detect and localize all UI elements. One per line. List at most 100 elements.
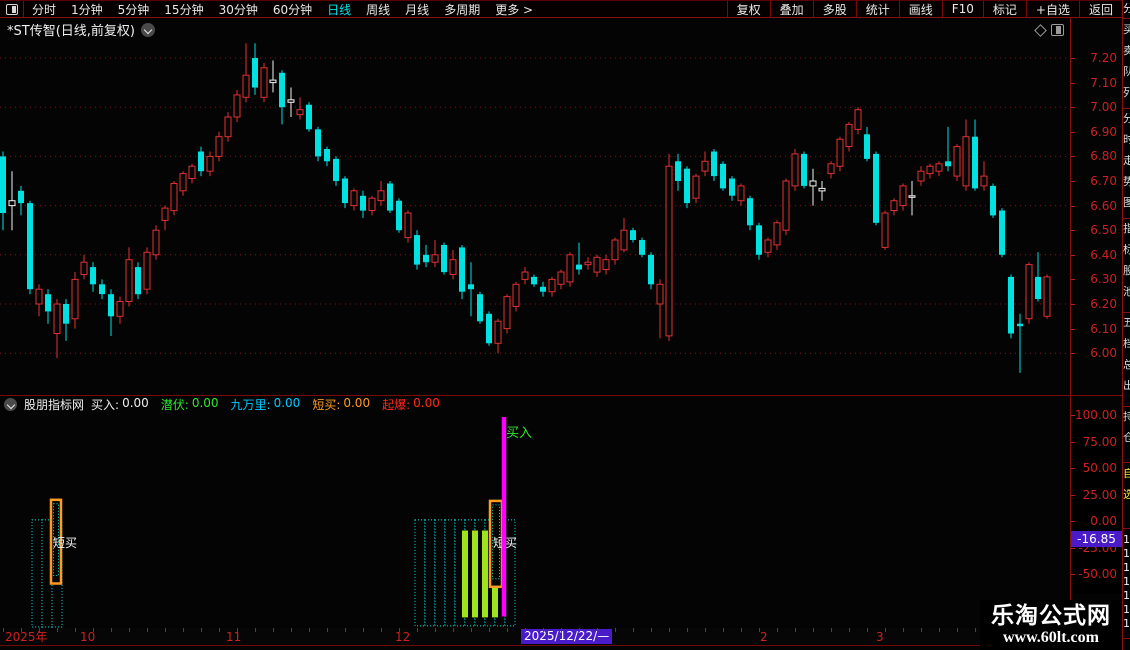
time-tick [597, 628, 598, 632]
time-tick [309, 628, 310, 632]
price-tick [1071, 107, 1075, 109]
toolbar-button-叠加[interactable]: 叠加 [769, 1, 813, 17]
period-tab-60分钟[interactable]: 60分钟 [272, 2, 313, 17]
period-tab-1分钟[interactable]: 1分钟 [71, 2, 103, 17]
candle-body [737, 185, 745, 202]
indicator-bar-dotted [31, 519, 43, 628]
price-tick [1071, 328, 1075, 330]
time-tick [507, 628, 508, 632]
strip-tab-char[interactable]: 自 [1123, 468, 1130, 480]
strip-tab-char[interactable]: 1 [1123, 576, 1130, 588]
strip-tab-char[interactable]: 指 [1123, 223, 1130, 235]
diamond-icon[interactable] [1034, 23, 1047, 37]
strip-tab-char[interactable]: 走 [1123, 155, 1130, 167]
time-tick [615, 628, 616, 632]
panel-icon[interactable] [1051, 24, 1064, 36]
candle-body [8, 200, 16, 207]
candle-body [423, 254, 429, 263]
right-sidebar-strip[interactable]: 分买卖队列分时走势图指标股池五档总出持仓自选1111111 [1122, 0, 1130, 650]
strip-tab-char[interactable]: 总 [1123, 359, 1130, 371]
strip-tab-char[interactable]: 持 [1123, 411, 1130, 423]
time-tick [795, 628, 796, 632]
toolbar-button-画线[interactable]: 画线 [898, 1, 942, 17]
candle-body [665, 165, 673, 337]
strip-tab-char[interactable]: 1 [1123, 604, 1130, 616]
buy-signal-label: 买入 [506, 426, 532, 441]
price-tick-label: 7.20 [1090, 51, 1117, 65]
period-tab-分时[interactable]: 分时 [32, 2, 57, 17]
candle-body [224, 116, 232, 138]
strip-tab-char[interactable]: 出 [1123, 380, 1130, 392]
strip-tab-char[interactable]: 1 [1123, 534, 1130, 546]
period-tab-30分钟[interactable]: 30分钟 [218, 2, 258, 17]
price-tick-label: 7.10 [1090, 75, 1117, 90]
candle-body [27, 203, 33, 290]
strip-tab-char[interactable]: 买 [1123, 24, 1130, 36]
time-tick [525, 628, 526, 632]
toolbar-button-复权[interactable]: 复权 [726, 1, 770, 17]
toolbar-button-F10[interactable]: F10 [941, 1, 983, 17]
time-tick [579, 628, 580, 632]
period-tab-日线[interactable]: 日线 [327, 2, 352, 17]
candle-body [764, 239, 772, 253]
buy-signal-line [501, 417, 507, 617]
strip-tab-char[interactable]: 五 [1123, 317, 1130, 329]
strip-tab-char[interactable]: 池 [1123, 286, 1130, 298]
toolbar-button-返回[interactable]: 返回 [1078, 1, 1122, 17]
strip-tab-char[interactable]: 分 [1123, 113, 1130, 125]
strip-tab-char[interactable]: 选 [1123, 489, 1130, 501]
main-candlestick-plot[interactable] [0, 22, 1070, 396]
strip-tab-char[interactable]: 队 [1123, 66, 1130, 78]
window-layout-button[interactable] [0, 1, 24, 17]
period-tab-周线[interactable]: 周线 [366, 2, 391, 17]
toolbar-button-统计[interactable]: 统计 [855, 1, 899, 17]
strip-tab-char[interactable]: 股 [1123, 265, 1130, 277]
strip-tab-char[interactable]: 1 [1123, 548, 1130, 560]
strip-divider [1123, 18, 1130, 19]
strip-tab-char[interactable]: 1 [1123, 618, 1130, 630]
candle-body [161, 207, 169, 221]
indicator-tick-label: 75.00 [1082, 434, 1117, 449]
strip-tab-char[interactable]: 档 [1123, 338, 1130, 350]
toolbar-button-多股[interactable]: 多股 [812, 1, 856, 17]
strip-tab-char[interactable]: 仓 [1123, 432, 1130, 444]
time-tick [183, 628, 184, 632]
period-tab-多周期[interactable]: 多周期 [444, 2, 481, 17]
strip-tab-char[interactable]: 1 [1123, 590, 1130, 602]
price-tick [1071, 353, 1075, 355]
strip-tab-char[interactable]: 列 [1123, 87, 1130, 99]
candle-body [584, 261, 592, 266]
strip-tab-char[interactable]: 分 [1123, 3, 1130, 15]
candle-body [864, 134, 870, 159]
strip-tab-char[interactable]: 时 [1123, 134, 1130, 146]
toolbar-button-+自选[interactable]: +自选 [1025, 1, 1079, 17]
candle-body [1035, 276, 1041, 299]
strip-tab-char[interactable]: 1 [1123, 562, 1130, 574]
candle-body [260, 67, 268, 98]
signal-box [49, 498, 63, 585]
indicator-panel[interactable]: 短买短买买入 [0, 413, 1070, 628]
strip-tab-char[interactable]: 势 [1123, 176, 1130, 188]
price-tick-label: 6.10 [1090, 321, 1117, 336]
candle-body [593, 256, 601, 273]
candle-body [45, 294, 51, 312]
candle-body [1008, 276, 1014, 334]
period-tab-更多 >[interactable]: 更多 > [495, 2, 534, 17]
candle-body [486, 313, 492, 344]
period-tab-月线[interactable]: 月线 [405, 2, 430, 17]
strip-tab-char[interactable]: 图 [1123, 197, 1130, 209]
time-tick [57, 628, 58, 632]
candle-body [431, 254, 439, 263]
candle-body [315, 129, 321, 157]
toolbar-button-标记[interactable]: 标记 [982, 1, 1026, 17]
signal-box-inner-dots [53, 503, 59, 576]
strip-tab-char[interactable]: 卖 [1123, 45, 1130, 57]
watermark-url: www.60lt.com [1003, 628, 1099, 646]
chevron-down-icon[interactable] [140, 22, 155, 37]
period-tab-15分钟[interactable]: 15分钟 [164, 2, 204, 17]
chevron-circle-icon[interactable] [4, 398, 17, 411]
time-tick [885, 628, 886, 632]
period-tab-5分钟[interactable]: 5分钟 [117, 2, 150, 17]
indicator-tick [1071, 521, 1075, 522]
strip-tab-char[interactable]: 标 [1123, 244, 1130, 256]
